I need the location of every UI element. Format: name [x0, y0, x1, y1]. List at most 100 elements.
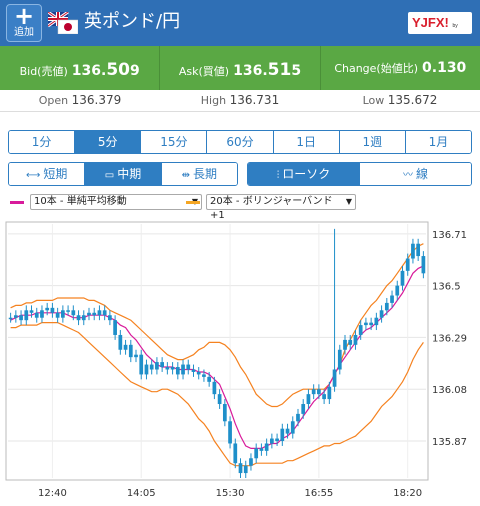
candle-body [160, 362, 164, 368]
candle-body [40, 310, 44, 318]
candle-body [139, 354, 144, 375]
tab-line-chart[interactable]: 〰線 [360, 163, 471, 185]
candle-body [181, 364, 185, 375]
ask-label: Ask(買値) [178, 65, 230, 78]
candle-body [134, 354, 138, 358]
open-value: 136.379 [71, 93, 122, 107]
candle-body [249, 458, 253, 466]
high-stat: High 136.731 [200, 93, 280, 107]
open-stat: Open 136.379 [38, 93, 122, 107]
candle-body [102, 310, 107, 316]
tab-1min[interactable]: 1分 [9, 131, 76, 153]
candle-body [311, 389, 316, 395]
candle-body [259, 448, 264, 451]
candle-body [400, 270, 405, 286]
candle-body [108, 315, 112, 321]
candle-body [390, 295, 394, 303]
candle-body [50, 307, 55, 313]
yjfx-logo: YJFX! by yahoo [408, 12, 472, 54]
candle-body [196, 371, 201, 375]
timeframe-selector: 1分 5分 15分 60分 1日 1週 1月 [8, 130, 472, 154]
tab-long-term[interactable]: ⇹ 長期 [161, 163, 237, 185]
candle-body [358, 325, 363, 335]
low-stat: Low 135.672 [362, 93, 438, 107]
ma-indicator: 10本 - 単純平均移動▼ [10, 194, 202, 210]
tab-5min[interactable]: 5分 [75, 131, 142, 153]
line-icon: 〰 [402, 170, 413, 181]
ma-select[interactable]: 10本 - 単純平均移動▼ [30, 194, 202, 210]
candle-body [290, 421, 295, 434]
candle-body [275, 438, 279, 442]
high-value: 136.731 [229, 93, 280, 107]
candle-body [233, 443, 238, 464]
tab-60min[interactable]: 60分 [207, 131, 274, 153]
candle-body [395, 285, 400, 296]
candle-body [416, 243, 421, 257]
ask-quote: Ask(買値) 136.515 [160, 46, 321, 90]
candle-body [301, 404, 306, 414]
tab-1month[interactable]: 1月 [405, 131, 471, 153]
change-quote: Change(始値比) 0.130 [320, 46, 480, 90]
tab-15min[interactable]: 15分 [141, 131, 208, 153]
bid-value: 136.509 [71, 60, 140, 80]
x-tick-label: 14:05 [127, 488, 156, 499]
ma-color-swatch [10, 200, 24, 204]
candle-body [317, 389, 321, 395]
candle-body [364, 322, 368, 326]
candle-body [66, 310, 70, 312]
candle-body [243, 465, 248, 474]
candle-body [353, 334, 358, 345]
candle-body [87, 312, 91, 316]
add-label: 追加 [14, 27, 34, 38]
plus-icon: + [13, 2, 35, 30]
tab-1week[interactable]: 1週 [339, 131, 406, 153]
bb-upper-line [10, 243, 424, 408]
candle-body [332, 369, 337, 387]
app-header: + 追加 英ポンド/円 YJFX! by yahoo [0, 0, 480, 54]
span-selector: ⟷ 短期 ▭ 中期 ⇹ 長期 [8, 162, 238, 186]
low-value: 135.672 [387, 93, 438, 107]
candle-body [165, 367, 170, 370]
chart-candles [8, 228, 426, 478]
ask-value: 136.515 [233, 60, 302, 80]
candle-body [285, 428, 290, 434]
candle-body [186, 364, 191, 370]
candle-body [343, 339, 347, 350]
change-label: Change(始値比) [334, 62, 419, 75]
long-term-icon: ⇹ [181, 170, 190, 181]
bid-quote: Bid(売値) 136.509 [0, 46, 161, 90]
candle-body [238, 463, 243, 474]
tab-short-term[interactable]: ⟷ 短期 [9, 163, 86, 185]
change-value: 0.130 [422, 60, 467, 76]
y-tick-label: 135.87 [432, 437, 467, 448]
candle-body [202, 374, 206, 377]
candle-body [71, 310, 76, 316]
y-tick-label: 136.08 [432, 385, 467, 396]
quote-bar: Bid(売値) 136.509 Ask(買値) 136.515 Change(始… [0, 46, 480, 90]
candle-body [149, 364, 154, 370]
candle-body [118, 334, 123, 350]
x-tick-label: 16:55 [304, 488, 333, 499]
candle-body [306, 394, 311, 405]
add-button[interactable]: + 追加 [6, 4, 42, 42]
bb-indicator: 20本 - ボリンジャーバンド+1 ▼ [186, 194, 356, 221]
candle-body [280, 428, 285, 442]
candle-body [348, 339, 353, 345]
gbp-jpy-flag-icon [48, 12, 78, 34]
ohl-bar: Open 136.379 High 136.731 Low 135.672 [0, 90, 480, 112]
candle-body [113, 320, 117, 335]
bb-select[interactable]: 20本 - ボリンジャーバンド+1 ▼ [206, 194, 356, 221]
x-tick-label: 18:20 [393, 488, 422, 499]
x-axis-ticks: 12:40 14:05 15:30 16:55 18:20 [38, 488, 422, 499]
x-tick-label: 12:40 [38, 488, 67, 499]
candle-body [45, 307, 50, 311]
tab-mid-term[interactable]: ▭ 中期 [85, 163, 162, 185]
tab-1day[interactable]: 1日 [273, 131, 340, 153]
tab-candlestick[interactable]: ⫶ ローソク [248, 163, 360, 185]
chart-type-selector: ⫶ ローソク 〰線 [247, 162, 472, 186]
candle-body [175, 367, 180, 375]
price-chart[interactable]: 136.71 136.5 136.29 136.08 135.87 12:40 14:05… [0, 216, 480, 506]
candle-body [405, 258, 410, 271]
candle-body [34, 312, 39, 318]
candle-body [170, 367, 175, 370]
